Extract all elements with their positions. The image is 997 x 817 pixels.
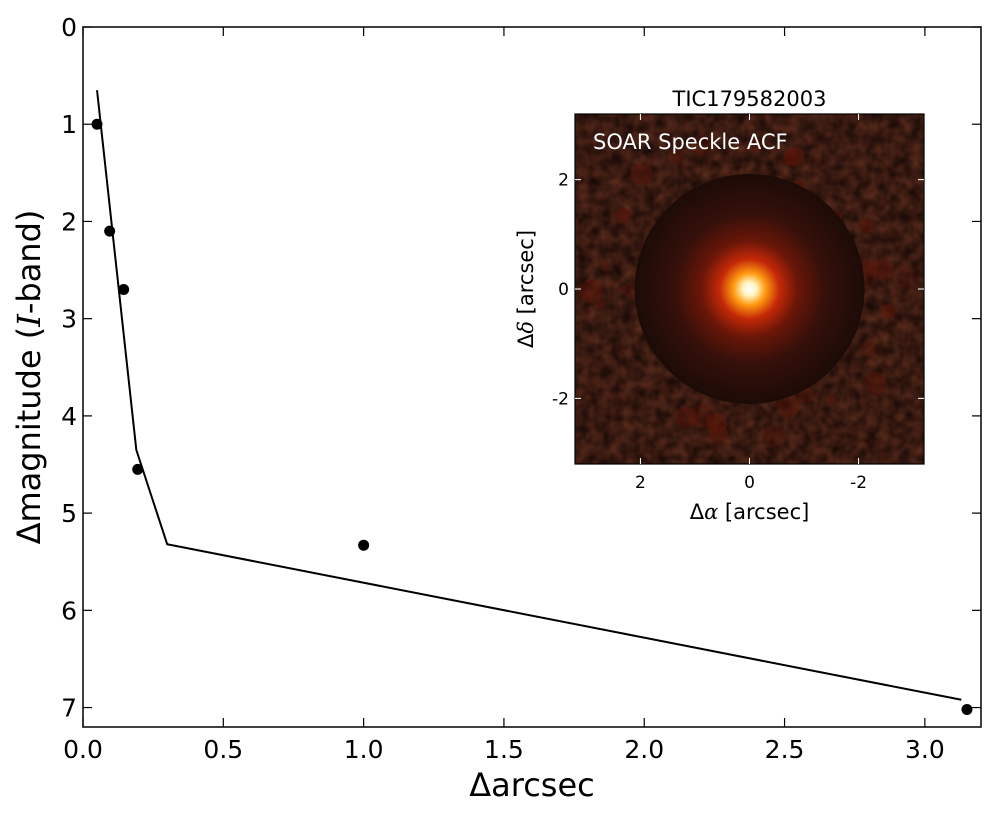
- data-point: [358, 539, 370, 551]
- data-point: [961, 704, 973, 715]
- main-y-tick-label: 1: [61, 110, 77, 139]
- main-ticks: 0.0 0.5 1.0 1.5 2.0 2.5 3.0 0 1 2 3 4 5 6 7: [61, 13, 981, 764]
- main-y-tick-label: 7: [61, 694, 77, 723]
- inset-y-label-part3: [arcsec]: [514, 230, 538, 321]
- speckle-blob-faint: [690, 134, 713, 157]
- acf-central-peak: [634, 174, 865, 404]
- speckle-blob-faint: [872, 258, 894, 280]
- main-x-tick-label: 1.5: [484, 735, 524, 764]
- speckle-blob-faint: [630, 163, 653, 186]
- main-x-tick-label: 3.0: [905, 735, 945, 764]
- main-y-axis-label-part3: -band): [10, 210, 48, 315]
- data-point: [118, 284, 130, 295]
- inset-y-label-part2: δ: [514, 321, 538, 334]
- inset-plot: TIC179582003 SOAR Speckle ACF 2 0 -2 2 0 -2 Δ…: [514, 87, 925, 524]
- speckle-blob-faint: [776, 395, 800, 418]
- speckle-blob-faint: [578, 279, 603, 304]
- main-y-tick-label: 2: [61, 207, 77, 236]
- main-x-axis-label: Δarcsec: [469, 766, 595, 804]
- data-point: [132, 463, 144, 475]
- main-y-tick-label: 3: [61, 305, 77, 334]
- inset-x-tick-label: 2: [635, 473, 646, 493]
- speckle-blob-faint: [668, 148, 685, 164]
- speckle-blob-faint: [783, 149, 801, 166]
- speckle-blob-faint: [690, 403, 715, 428]
- speckle-blob-faint: [860, 259, 877, 276]
- speckle-blob-faint: [826, 394, 837, 405]
- speckle-blob-faint: [619, 285, 628, 294]
- inset-x-axis-label: Δα [arcsec]: [690, 500, 810, 524]
- speckle-blob-faint: [762, 424, 785, 448]
- main-x-tick-label: 1.0: [344, 735, 384, 764]
- inset-y-tick-label: -2: [552, 389, 569, 409]
- main-y-tick-label: 5: [61, 499, 77, 528]
- main-x-tick-label: 2.5: [765, 735, 805, 764]
- main-y-tick-label: 4: [61, 402, 77, 431]
- main-plot-frame: [82, 26, 982, 728]
- data-point: [104, 225, 116, 237]
- data-point: [91, 118, 103, 130]
- inset-x-label-part2: α: [704, 500, 718, 524]
- inset-x-tick-label: -2: [850, 473, 867, 493]
- inset-y-label-part1: Δ: [514, 333, 538, 348]
- inset-x-label-part1: Δ: [690, 500, 705, 524]
- main-series: [91, 90, 973, 715]
- inset-y-axis-label: Δδ [arcsec]: [514, 230, 538, 348]
- speckle-blob-faint: [881, 304, 897, 320]
- speckle-blob-faint: [892, 265, 918, 291]
- speckle-blob-faint: [860, 218, 875, 233]
- speckle-blob-faint: [599, 259, 611, 272]
- main-y-axis-label-part1: Δmagnitude (: [10, 327, 48, 545]
- main-y-tick-label: 6: [61, 596, 77, 625]
- contrast-curve-line: [96, 90, 962, 701]
- speckle-blob-faint: [707, 423, 728, 444]
- main-y-tick-label: 0: [61, 13, 77, 42]
- inset-y-tick-label: 0: [558, 280, 569, 300]
- speckle-blob-faint: [785, 146, 805, 167]
- main-plot: 0.0 0.5 1.0 1.5 2.0 2.5 3.0 0 1 2 3 4 5 6 7 Δarcsec Δm…: [10, 13, 982, 804]
- speckle-blob-faint: [860, 340, 877, 357]
- inset-x-label-part3: [arcsec]: [718, 500, 809, 524]
- main-x-tick-label: 2.0: [624, 735, 664, 764]
- main-x-tick-label: 0.0: [63, 735, 103, 764]
- main-y-axis-label-part2: I: [10, 313, 48, 328]
- inset-ticks: 2 0 -2 2 0 -2: [552, 114, 924, 493]
- speckle-blob-faint: [615, 207, 631, 224]
- speckle-blob-faint: [782, 152, 795, 165]
- speckle-blob-faint: [748, 137, 764, 152]
- main-x-tick-label: 0.5: [203, 735, 243, 764]
- inset-y-tick-label: 2: [558, 171, 569, 191]
- main-y-axis-label: Δmagnitude (I-band): [10, 210, 48, 545]
- speckle-blob-faint: [675, 406, 698, 429]
- inset-x-tick-label: 0: [744, 473, 755, 493]
- inset-title: TIC179582003: [672, 87, 827, 111]
- speckle-blob-faint: [595, 299, 605, 309]
- speckle-blob-faint: [864, 372, 888, 395]
- inset-annotation: SOAR Speckle ACF: [593, 130, 788, 154]
